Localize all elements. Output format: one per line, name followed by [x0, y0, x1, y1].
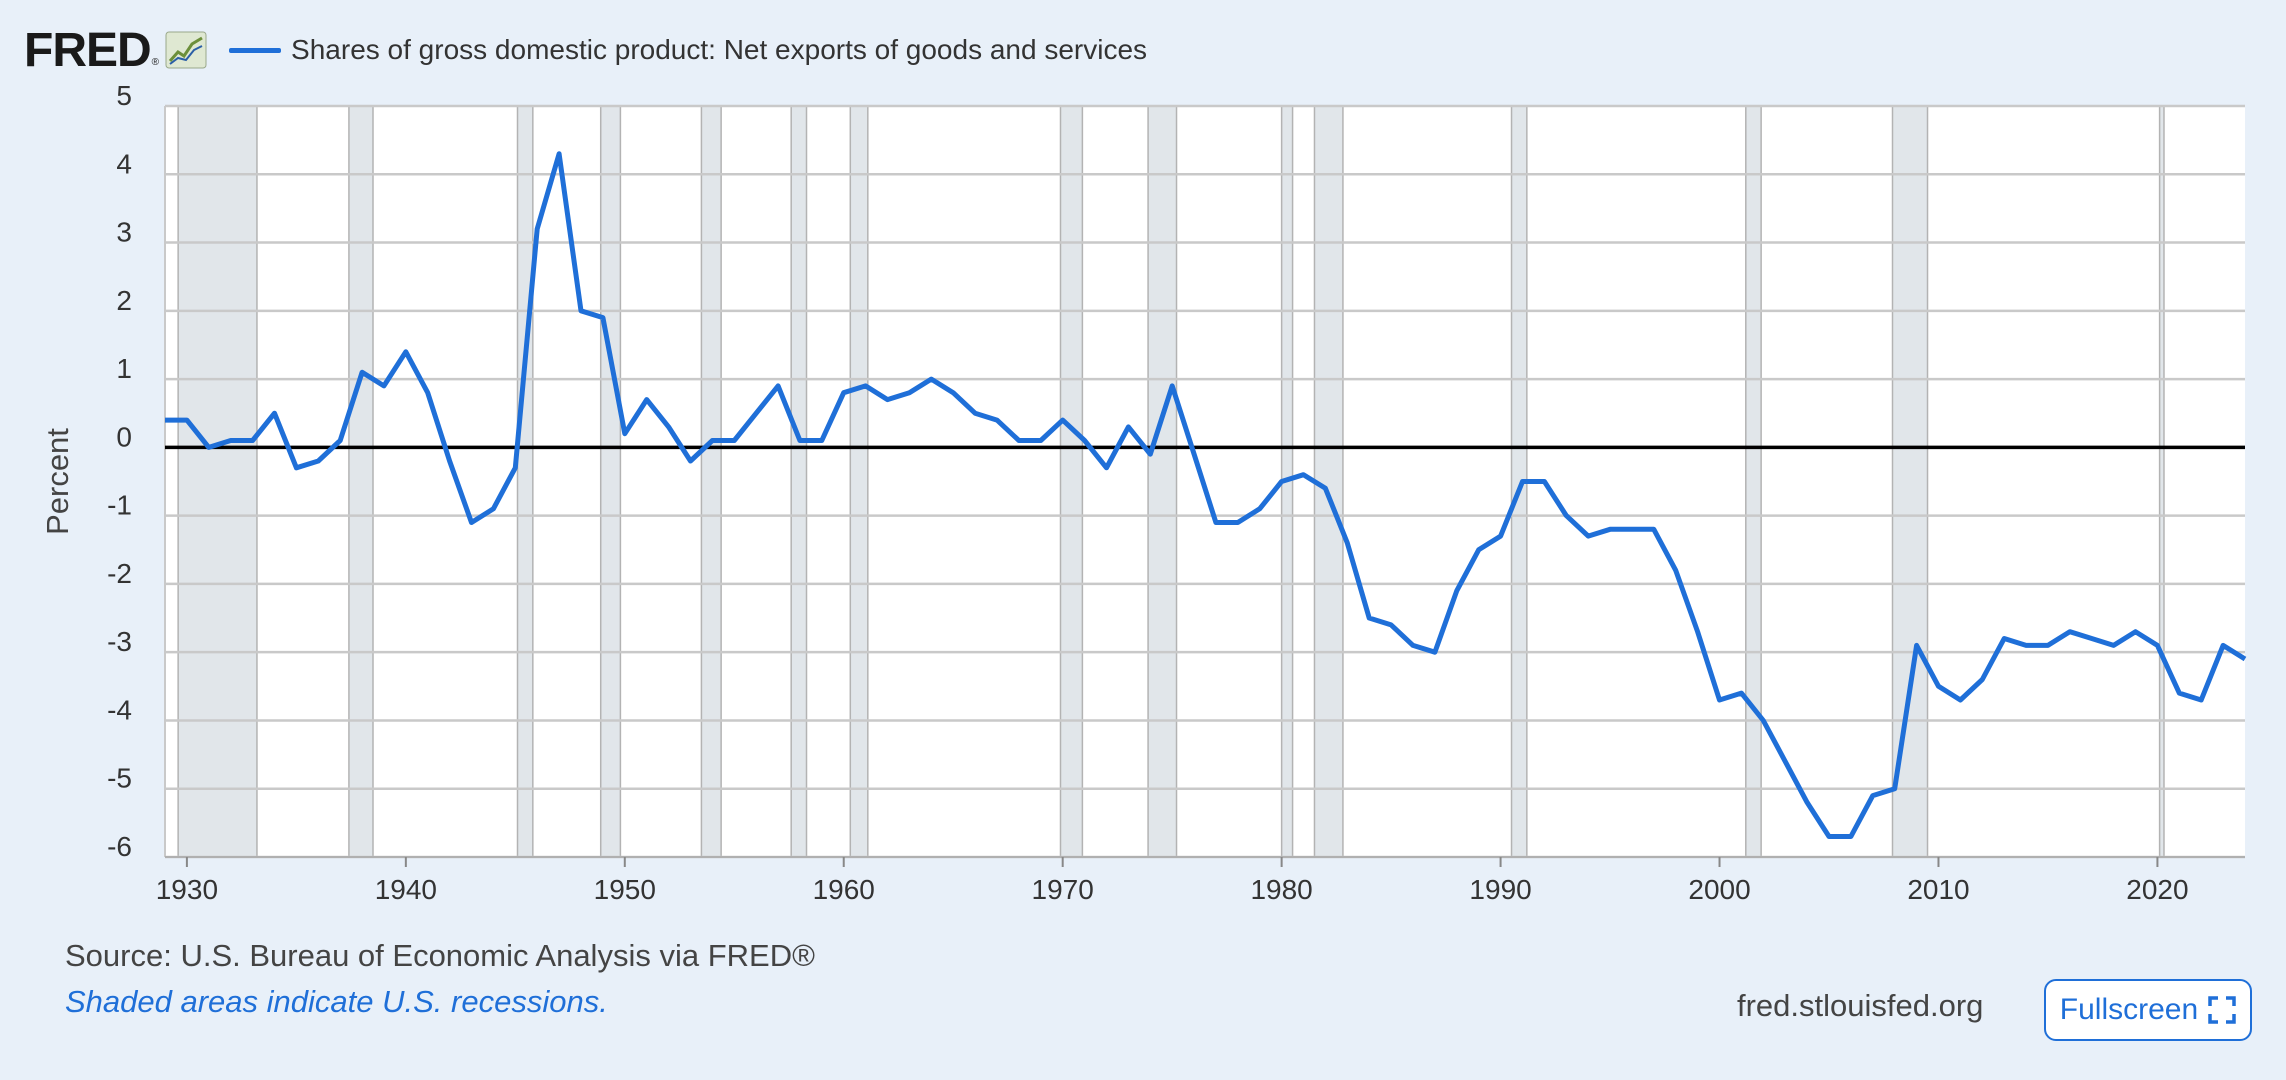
- y-axis-ticks: 5 4 3 2 1 0 -1 -2 -3 -4 -5 -6: [107, 80, 132, 862]
- recession-band: [2159, 106, 2164, 857]
- x-axis-ticks: 1930 1940 1950 1960 1970 1980 1990 2000 2010 2020: [156, 857, 2189, 900]
- recession-band: [178, 106, 257, 857]
- x-tick-label: 2020: [2126, 874, 2188, 900]
- recession-band: [517, 106, 533, 857]
- y-axis-label: Percent: [40, 428, 75, 535]
- x-tick-label: 1940: [375, 874, 437, 900]
- recession-band: [1148, 106, 1177, 857]
- y-tick-label: -6: [107, 831, 132, 862]
- y-tick-label: 0: [116, 421, 132, 452]
- logo-text: FRED: [24, 23, 152, 77]
- y-tick-label: -1: [107, 490, 132, 521]
- recession-band: [850, 106, 868, 857]
- source-text: Source: U.S. Bureau of Economic Analysis…: [65, 938, 815, 973]
- y-tick-label: -4: [107, 694, 132, 725]
- x-tick-label: 1970: [1032, 874, 1094, 900]
- recession-band: [1745, 106, 1762, 857]
- fullscreen-label: Fullscreen: [2059, 993, 2199, 1026]
- y-tick-label: 1: [116, 353, 132, 384]
- recession-band: [701, 106, 722, 857]
- fullscreen-button[interactable]: Fullscreen: [2044, 979, 2252, 1041]
- expand-icon: [2208, 996, 2236, 1024]
- chart-header: FRED ® Shares of gross domestic product:…: [24, 20, 1147, 80]
- y-tick-label: 4: [116, 148, 132, 179]
- recession-band: [348, 106, 373, 857]
- x-tick-label: 2010: [1907, 874, 1969, 900]
- legend-label: Shares of gross domestic product: Net ex…: [291, 34, 1148, 65]
- line-chart-icon: [165, 31, 207, 69]
- x-tick-label: 1990: [1469, 874, 1531, 900]
- logo-registered-mark: ®: [151, 56, 160, 68]
- y-tick-label: -2: [107, 558, 132, 589]
- site-url[interactable]: fred.stlouisfed.org: [1737, 988, 1984, 1023]
- y-tick-label: -3: [107, 626, 132, 657]
- recession-band: [1511, 106, 1527, 857]
- x-tick-label: 2000: [1688, 874, 1750, 900]
- legend-swatch: [229, 47, 282, 53]
- x-tick-label: 1980: [1250, 874, 1312, 900]
- recession-band: [1314, 106, 1343, 857]
- recession-bands: [177, 106, 2165, 857]
- x-tick-label: 1930: [156, 874, 218, 900]
- recession-note-link[interactable]: Shaded areas indicate U.S. recessions.: [65, 984, 608, 1019]
- y-tick-label: 2: [116, 285, 132, 316]
- x-tick-label: 1950: [594, 874, 656, 900]
- series-line[interactable]: [165, 151, 2247, 839]
- recession-band: [1892, 106, 1928, 857]
- y-tick-label: -5: [107, 763, 132, 794]
- y-tick-label: 3: [116, 217, 132, 248]
- fred-logo[interactable]: FRED ®: [24, 23, 207, 78]
- recession-band: [1060, 106, 1083, 857]
- x-tick-label: 1960: [813, 874, 875, 900]
- chart-legend: Shares of gross domestic product: Net ex…: [229, 34, 1147, 66]
- recession-band: [600, 106, 621, 857]
- y-tick-label: 5: [116, 80, 132, 111]
- recession-band: [791, 106, 807, 857]
